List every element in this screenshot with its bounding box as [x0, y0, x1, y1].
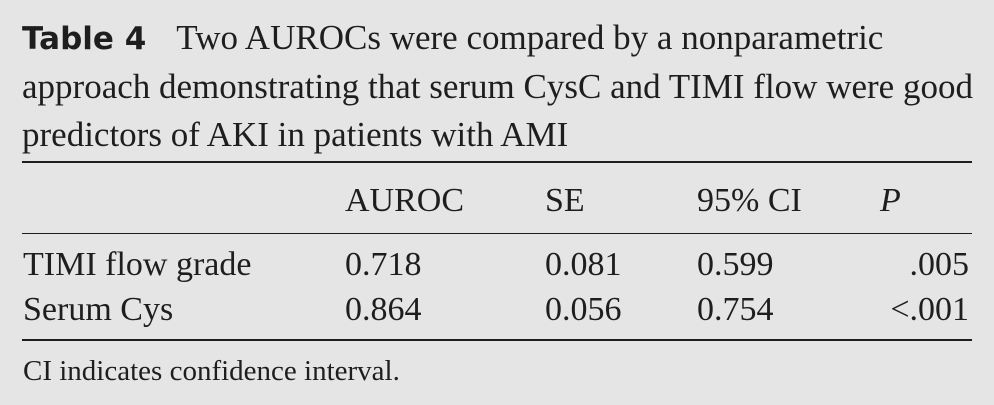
table-caption: Table 4 Two AUROCs were compared by a non…	[22, 14, 982, 159]
row-1-label: TIMI flow grade	[23, 246, 252, 283]
table-footnote: CI indicates confidence interval.	[23, 355, 400, 387]
row-1-auroc: 0.718	[345, 246, 422, 283]
header-p: P	[880, 182, 901, 219]
caption-text: Two AUROCs were compared by a nonparamet…	[22, 18, 973, 154]
row-1-p: .005	[909, 246, 970, 283]
row-2-p: <.001	[890, 291, 969, 328]
row-1-ci: 0.599	[697, 246, 774, 283]
row-2-se: 0.056	[545, 291, 622, 328]
row-2-ci: 0.754	[697, 291, 774, 328]
header-rule	[22, 233, 972, 234]
top-rule	[22, 161, 972, 163]
row-2-auroc: 0.864	[345, 291, 422, 328]
header-ci: 95% CI	[697, 182, 802, 219]
row-2-label: Serum Cys	[23, 291, 174, 328]
table-label: Table 4	[22, 21, 147, 57]
bottom-rule	[22, 339, 972, 341]
header-se: SE	[545, 182, 585, 219]
header-auroc: AUROC	[345, 182, 465, 219]
row-1-se: 0.081	[545, 246, 622, 283]
